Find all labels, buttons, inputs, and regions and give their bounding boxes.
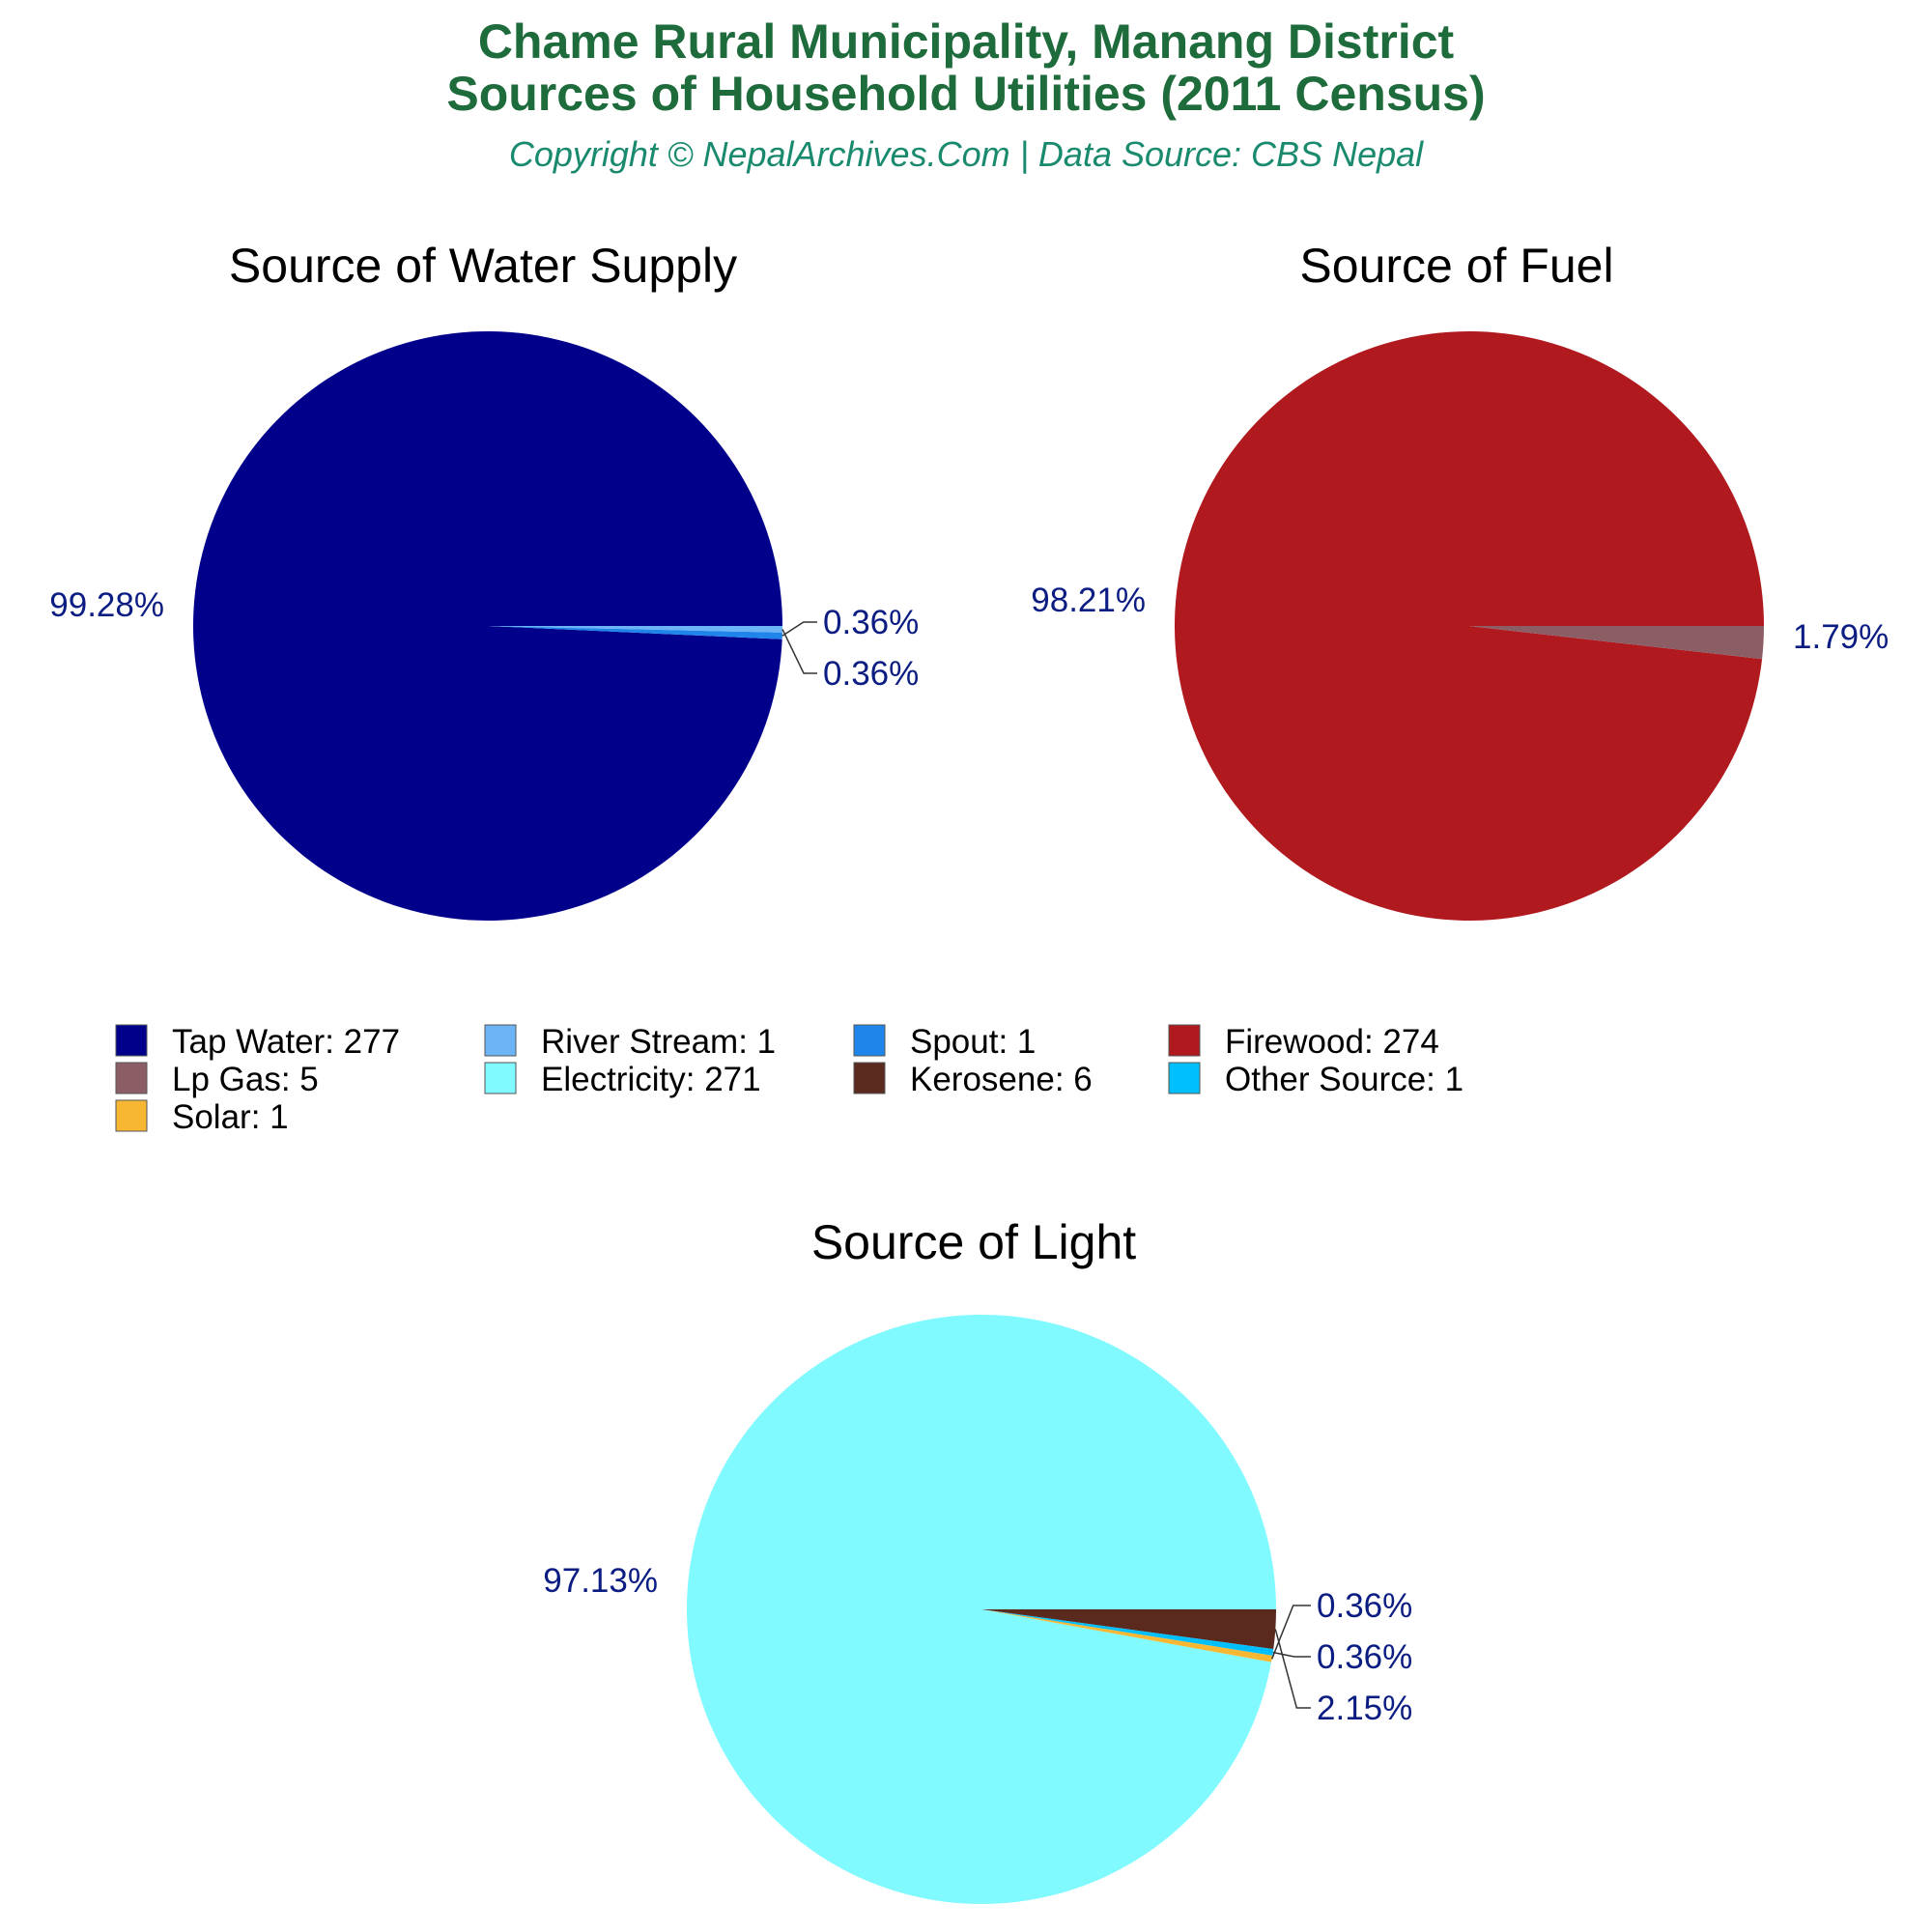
- legend-label: River Stream: 1: [541, 1023, 776, 1061]
- pct-label-lp-gas: 1.79%: [1793, 618, 1889, 656]
- legend-item-electricity: Electricity: 271: [484, 1061, 761, 1098]
- legend-label: Firewood: 274: [1225, 1023, 1439, 1061]
- legend-swatch: [853, 1024, 886, 1057]
- pie-slice-firewood: [1174, 331, 1764, 922]
- legend-label: Kerosene: 6: [910, 1061, 1093, 1098]
- chart-title-light: Source of Light: [811, 1215, 1136, 1269]
- legend-swatch: [484, 1024, 517, 1057]
- legend-label: Solar: 1: [172, 1098, 289, 1136]
- legend-label: Spout: 1: [910, 1023, 1036, 1061]
- pct-label-firewood: 98.21%: [1031, 582, 1146, 619]
- pct-label-kerosene: 2.15%: [1317, 1690, 1412, 1727]
- legend-swatch: [853, 1062, 886, 1094]
- legend-swatch: [1168, 1024, 1201, 1057]
- pie-chart-fuel: Source of Fuel 98.21% 1.79%: [1031, 239, 1889, 922]
- legend: Tap Water: 277 River Stream: 1 Spout: 1 Fir…: [115, 1023, 1463, 1136]
- legend-label: Other Source: 1: [1225, 1061, 1463, 1098]
- pie-slice-other-source: [981, 1609, 1274, 1656]
- legend-label: Tap Water: 277: [172, 1023, 400, 1061]
- legend-item-other-source: Other Source: 1: [1168, 1061, 1463, 1098]
- leader-line-kerosene: [1274, 1629, 1311, 1709]
- legend-item-solar: Solar: 1: [115, 1098, 289, 1136]
- legend-item-firewood: Firewood: 274: [1168, 1023, 1439, 1061]
- chart-title-water-supply: Source of Water Supply: [229, 239, 737, 293]
- legend-swatch: [484, 1062, 517, 1094]
- legend-item-spout: Spout: 1: [853, 1023, 1036, 1061]
- legend-swatch: [115, 1099, 148, 1132]
- pie-slice-lp-gas: [1469, 626, 1764, 660]
- figure-title-line1: Chame Rural Municipality, Manang Distric…: [478, 14, 1455, 69]
- pct-label-river-stream: 0.36%: [823, 655, 919, 693]
- legend-item-lp-gas: Lp Gas: 5: [115, 1061, 319, 1098]
- pct-label-other-source: 0.36%: [1317, 1638, 1412, 1676]
- pie-slice-kerosene: [981, 1609, 1276, 1650]
- pie-slice-river-stream: [488, 626, 782, 633]
- leader-line-other-source: [1272, 1651, 1311, 1658]
- pie-chart-light: Source of Light 97.13% 0.36% 0.36% 2.15%: [543, 1215, 1412, 1904]
- legend-swatch: [115, 1062, 148, 1094]
- legend-label: Electricity: 271: [541, 1061, 761, 1098]
- pct-label-spout: 0.36%: [823, 604, 919, 641]
- pie-slice-tap-water: [193, 330, 783, 921]
- pie-chart-water-supply: Source of Water Supply 99.28% 0.36% 0.36%: [49, 239, 919, 921]
- legend-swatch: [115, 1024, 148, 1057]
- chart-title-fuel: Source of Fuel: [1299, 239, 1613, 293]
- pct-label-tap-water: 99.28%: [49, 586, 164, 624]
- pie-slice-spout: [488, 626, 782, 639]
- legend-label: Lp Gas: 5: [172, 1061, 319, 1098]
- pie-slice-electricity: [687, 1314, 1276, 1904]
- figure-title-line2: Sources of Household Utilities (2011 Cen…: [446, 67, 1485, 121]
- legend-swatch: [1168, 1062, 1201, 1094]
- legend-item-tap-water: Tap Water: 277: [115, 1023, 400, 1061]
- pct-label-electricity: 97.13%: [543, 1562, 658, 1600]
- leader-line-river-stream: [781, 629, 817, 674]
- pct-label-solar: 0.36%: [1317, 1587, 1412, 1625]
- leader-line-spout: [781, 621, 817, 637]
- copyright-subtitle: Copyright © NepalArchives.Com | Data Sou…: [509, 134, 1424, 174]
- pie-slice-solar: [981, 1609, 1273, 1662]
- legend-item-kerosene: Kerosene: 6: [853, 1061, 1093, 1098]
- legend-item-river-stream: River Stream: 1: [484, 1023, 776, 1061]
